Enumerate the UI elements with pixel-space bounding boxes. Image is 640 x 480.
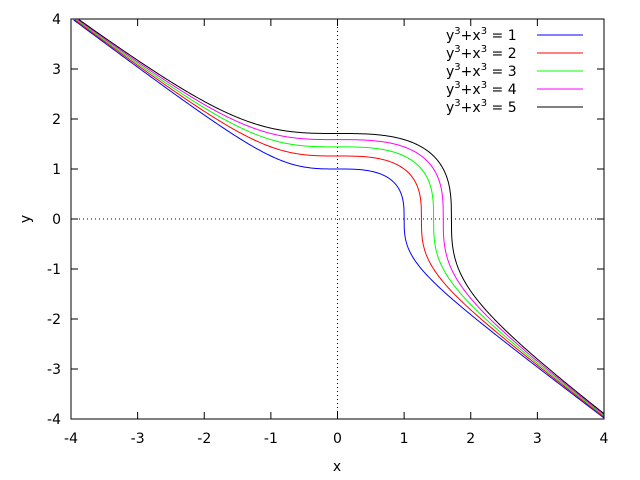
curve-series-5: [78, 19, 605, 415]
x-tick-label: 1: [400, 431, 409, 447]
curves: [73, 19, 605, 419]
y-tick-label: -3: [47, 362, 61, 378]
x-tick-label: 3: [533, 431, 542, 447]
x-tick-label: -3: [131, 431, 145, 447]
y-tick-label: -1: [47, 262, 61, 278]
x-axis-label: x: [333, 459, 341, 475]
x-tick-label: -2: [197, 431, 211, 447]
y-tick-label: 2: [52, 112, 61, 128]
legend-label-3: y3+x3 = 3: [446, 62, 517, 80]
legend-label-1: y3+x3 = 1: [446, 26, 517, 44]
curve-series-3: [76, 19, 605, 417]
curve-series-4: [77, 19, 605, 416]
y-tick-label: 1: [52, 162, 61, 178]
ticks: [70, 18, 605, 420]
x-tick-label: 0: [333, 431, 342, 447]
y-tick-label: -2: [47, 312, 61, 328]
tick-labels: -4 -3 -2 -1 0 1 2 3 4 -4 -3 -2 -1 0 1 2 3 4: [47, 12, 609, 447]
y-tick-label: -4: [47, 412, 61, 428]
y-tick-label: 3: [52, 62, 61, 78]
legend-label-2: y3+x3 = 2: [446, 44, 517, 62]
curve-series-2: [74, 19, 605, 418]
y-tick-label: 0: [52, 212, 61, 228]
legend: y3+x3 = 1y3+x3 = 2y3+x3 = 3y3+x3 = 4y3+x…: [446, 26, 583, 116]
x-tick-label: -4: [64, 431, 78, 447]
curve-series-1: [73, 19, 605, 419]
x-tick-label: 4: [600, 431, 609, 447]
y-tick-label: 4: [52, 12, 61, 28]
legend-label-4: y3+x3 = 4: [446, 80, 517, 98]
legend-label-5: y3+x3 = 5: [446, 98, 517, 116]
zero-axes: [71, 19, 604, 419]
y-axis-label: y: [18, 215, 34, 223]
x-tick-label: -1: [264, 431, 278, 447]
x-tick-label: 2: [466, 431, 475, 447]
